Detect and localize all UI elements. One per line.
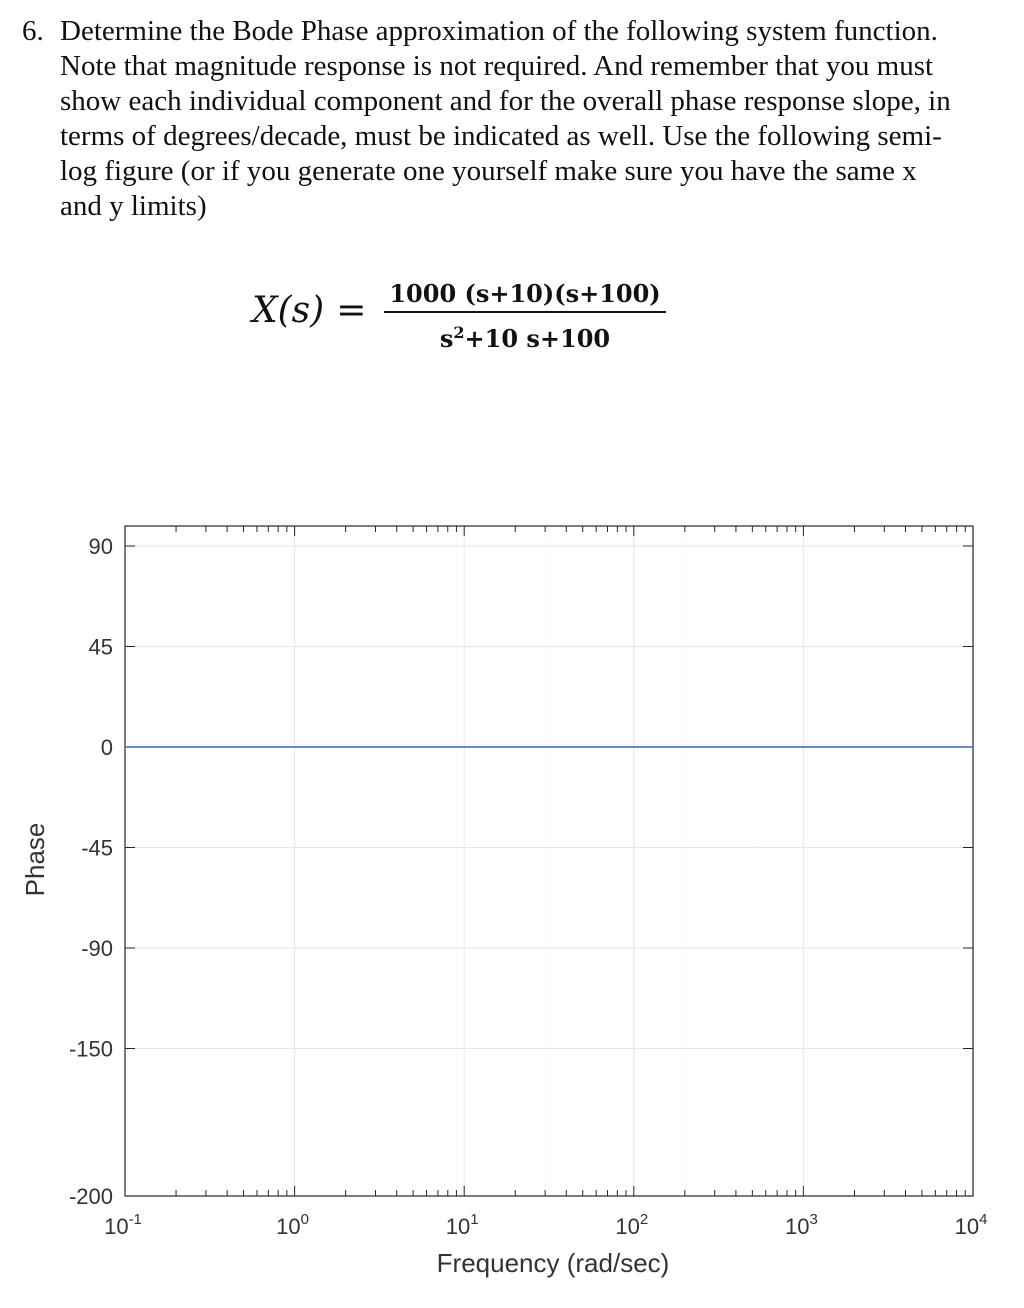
equation-lhs: X(s) = [252, 290, 366, 331]
equation-numerator: 1000 (s+10)(s+100) [389, 279, 661, 308]
problem-line: log figure (or if you generate one yours… [60, 155, 917, 187]
problem-line: terms of degrees/decade, must be indicat… [60, 120, 942, 152]
x-axis-label: Frequency (rad/sec) [437, 1248, 670, 1278]
x-tick-label: 101 [446, 1211, 479, 1239]
y-tick-label: 45 [89, 635, 113, 660]
y-tick-label: -150 [69, 1037, 113, 1062]
problem-line: Note that magnitude response is not requ… [60, 50, 934, 82]
y-tick-label: -90 [81, 936, 113, 961]
denominator-base: s [439, 324, 454, 353]
plot-frame [124, 525, 974, 1197]
problem-statement: 6. Determine the Bode Phase approximatio… [22, 14, 1012, 224]
x-tick-label: 100 [276, 1211, 309, 1239]
fraction-bar [384, 311, 666, 313]
y-axis-label: Phase [20, 823, 50, 897]
denominator-rest: +10 s+100 [464, 324, 611, 353]
bode-phase-chart: 10-1 100 101 102 103 104 90 45 0 -45 -90 -150 -200 Fr… [20, 525, 988, 1278]
problem-line: and y limits) [60, 190, 207, 222]
x-tick-label: 102 [615, 1211, 648, 1239]
x-tick-label: 103 [785, 1211, 818, 1239]
y-tick-label: 90 [89, 534, 113, 559]
problem-line: Determine the Bode Phase approximation o… [60, 15, 938, 47]
y-tick-label: -45 [81, 836, 113, 861]
problem-text: Determine the Bode Phase approximation o… [60, 14, 1012, 224]
equation-denominator: s2+10 s+100 [384, 313, 666, 359]
y-tick-label: -200 [69, 1184, 113, 1209]
equation-lhs-symbol: X(s) [252, 290, 325, 331]
problem-line: show each individual component and for t… [60, 85, 951, 117]
x-tick-label: 10-1 [104, 1211, 142, 1239]
equation-equals: = [336, 290, 367, 331]
problem-number: 6. [22, 15, 44, 47]
x-tick-label: 104 [955, 1211, 988, 1239]
denominator-exponent: 2 [453, 323, 465, 342]
y-tick-label: 0 [101, 735, 113, 760]
equation-fraction: 1000 (s+10)(s+100) s2+10 s+100 [384, 278, 666, 359]
